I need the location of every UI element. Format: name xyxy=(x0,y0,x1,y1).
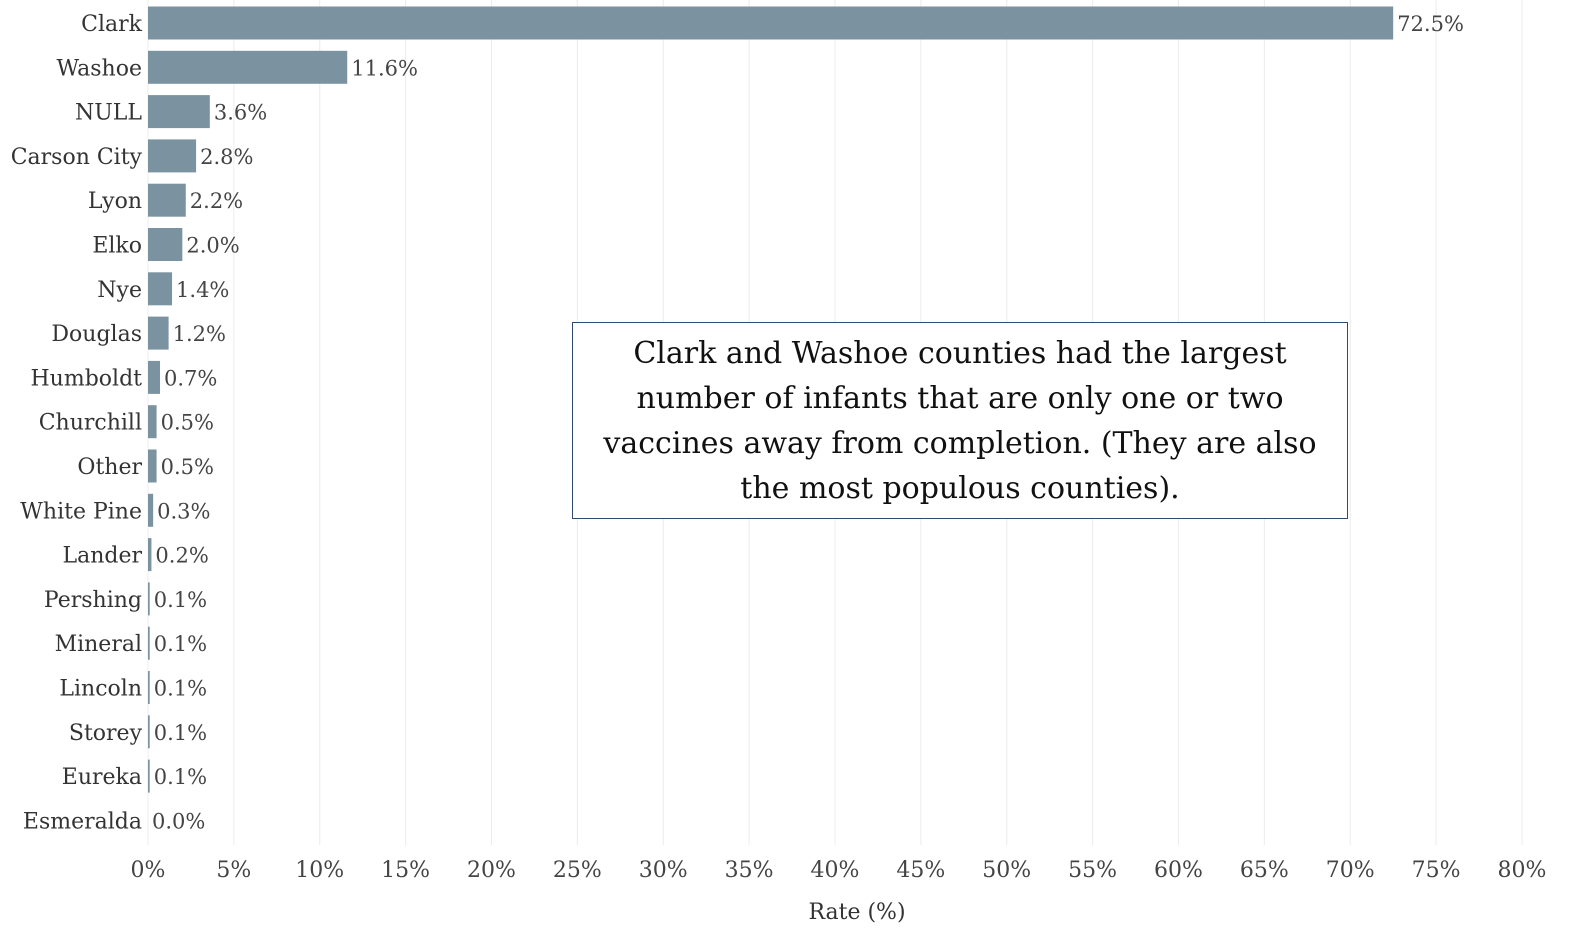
bar xyxy=(148,715,150,749)
x-tick-label: 75% xyxy=(1412,858,1461,883)
bar xyxy=(148,493,154,527)
bar xyxy=(148,360,161,394)
category-label: Eureka xyxy=(62,765,142,790)
bar xyxy=(148,449,157,483)
x-tick-label: 45% xyxy=(896,858,945,883)
category-label: White Pine xyxy=(20,499,142,524)
bar xyxy=(148,759,150,793)
category-label: Lyon xyxy=(88,189,142,214)
value-label: 0.3% xyxy=(157,499,210,523)
value-label: 2.0% xyxy=(186,234,239,258)
value-label: 72.5% xyxy=(1397,12,1464,36)
category-label: Humboldt xyxy=(30,366,142,391)
category-label: NULL xyxy=(75,101,142,126)
bar-layer xyxy=(148,6,1394,793)
category-label: Nye xyxy=(97,278,142,303)
x-tick-label: 50% xyxy=(982,858,1031,883)
value-label: 2.8% xyxy=(200,145,253,169)
x-axis-title: Rate (%) xyxy=(808,900,905,925)
value-label: 0.1% xyxy=(154,677,207,701)
bar xyxy=(148,95,210,129)
bar xyxy=(148,671,150,704)
x-tick-layer: 0% 5% 10% 15% 20% 25% 30% 35% 40% 45% 50% 55% 60% 65%… xyxy=(131,858,1547,883)
category-label: Mineral xyxy=(55,632,142,657)
x-tick-label: 65% xyxy=(1240,858,1289,883)
category-label: Storey xyxy=(69,721,143,746)
value-label: 0.0% xyxy=(152,809,205,833)
x-tick-label: 70% xyxy=(1326,858,1375,883)
x-tick-label: 15% xyxy=(381,858,430,883)
category-label: Other xyxy=(77,455,142,480)
bar xyxy=(148,228,183,261)
category-label: Lincoln xyxy=(59,677,142,702)
value-label: 0.1% xyxy=(154,721,207,745)
category-label: Douglas xyxy=(51,322,142,347)
bar xyxy=(148,538,152,572)
value-label: 0.1% xyxy=(154,632,207,656)
bar xyxy=(148,626,150,660)
category-label: Washoe xyxy=(56,56,142,81)
category-label: Lander xyxy=(62,544,142,569)
bar xyxy=(148,139,197,173)
annotation-text: Clark and Washoe counties had the larges… xyxy=(603,335,1317,506)
x-tick-label: 60% xyxy=(1154,858,1203,883)
bar xyxy=(148,50,348,84)
bar xyxy=(148,272,173,306)
value-label: 0.1% xyxy=(154,765,207,789)
category-label: Elko xyxy=(92,234,142,259)
x-tick-label: 0% xyxy=(131,858,166,883)
x-tick-label: 55% xyxy=(1068,858,1117,883)
value-label: 0.2% xyxy=(155,544,208,568)
category-label-layer: Clark Washoe NULL Carson City Lyon Elko Nye Dou… xyxy=(11,12,143,834)
annotation-box: Clark and Washoe counties had the larges… xyxy=(572,322,1348,519)
value-label: 0.5% xyxy=(161,455,214,479)
x-tick-label: 40% xyxy=(811,858,860,883)
bar xyxy=(148,582,150,616)
x-tick-label: 10% xyxy=(295,858,344,883)
value-label-layer: 72.5% 11.6% 3.6% 2.8% 2.2% 2.0% 1.4% 1.2% 0.7% 0.… xyxy=(152,12,1464,833)
value-label: 0.7% xyxy=(164,366,217,390)
x-tick-label: 5% xyxy=(216,858,251,883)
category-label: Churchill xyxy=(39,411,142,436)
bar xyxy=(148,183,186,217)
bar xyxy=(148,6,1394,40)
bar xyxy=(148,405,157,439)
value-label: 1.4% xyxy=(176,278,229,302)
bar xyxy=(148,316,169,350)
category-label: Carson City xyxy=(11,145,143,170)
value-label: 11.6% xyxy=(351,56,418,80)
value-label: 2.2% xyxy=(190,189,243,213)
x-tick-label: 20% xyxy=(467,858,516,883)
category-label: Pershing xyxy=(44,588,142,613)
category-label: Esmeralda xyxy=(23,809,142,834)
value-label: 0.1% xyxy=(154,588,207,612)
value-label: 3.6% xyxy=(214,101,267,125)
value-label: 0.5% xyxy=(161,411,214,435)
value-label: 1.2% xyxy=(173,322,226,346)
x-tick-label: 30% xyxy=(639,858,688,883)
x-tick-label: 80% xyxy=(1498,858,1547,883)
x-tick-label: 35% xyxy=(725,858,774,883)
x-tick-label: 25% xyxy=(553,858,602,883)
category-label: Clark xyxy=(81,12,143,37)
